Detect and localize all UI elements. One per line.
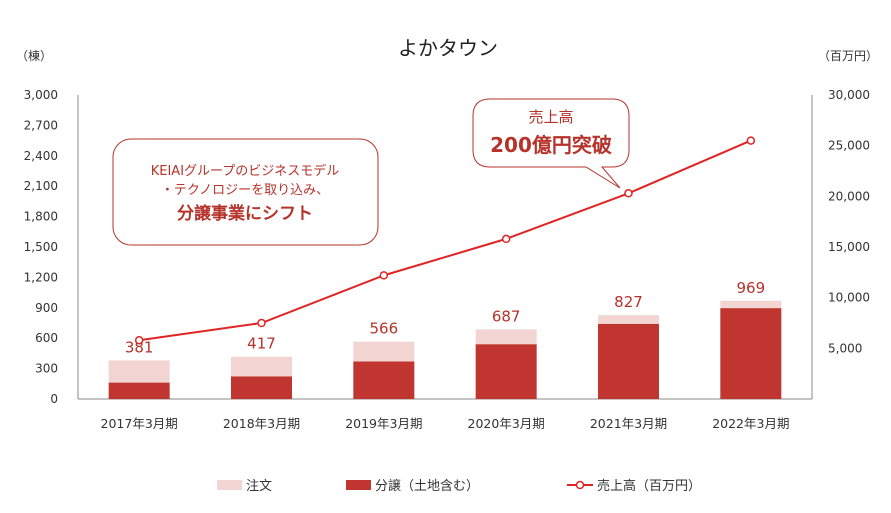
bar-order [598, 315, 659, 324]
bar-bunjo [108, 382, 170, 399]
bar-order [108, 360, 170, 383]
legend-label-order: 注文 [246, 479, 272, 494]
sales-point [746, 136, 756, 145]
category-label: 2019年3月期 [345, 416, 422, 431]
left-tick-label: 2,100 [24, 179, 58, 193]
category-label: 2018年3月期 [223, 416, 300, 431]
left-tick-label: 2,400 [24, 149, 58, 163]
left-tick-label: 900 [35, 301, 58, 315]
annotation-text-line: ・テクノロジーを取り込み、 [161, 183, 329, 198]
left-tick-label: 1,500 [24, 240, 58, 254]
category-label: 2017年3月期 [101, 416, 178, 431]
bar-total-label: 381 [125, 338, 154, 356]
left-tick-label: 1,200 [24, 270, 58, 284]
left-tick-label: 600 [35, 331, 58, 345]
annotation-text-line: 売上高 [528, 108, 573, 126]
legend-swatch-order [217, 480, 242, 490]
sales-point [379, 271, 389, 280]
bar-bunjo [475, 344, 537, 399]
bar-total-label: 827 [614, 293, 643, 311]
left-tick-label: 3,000 [24, 88, 58, 102]
bar-bunjo [353, 361, 415, 399]
bar-total-label: 566 [370, 320, 399, 338]
bar-total-label: 417 [247, 335, 276, 353]
annotation-emphasis: 分譲事業にシフト [177, 203, 313, 224]
bar-order [231, 356, 292, 377]
annotation-text-line: KEIAIグループのビジネスモデル [151, 163, 340, 179]
annotation-box-business-shift [112, 138, 379, 246]
category-label: 2021年3月期 [590, 416, 667, 431]
left-tick-label: 1,800 [24, 210, 58, 224]
bar-order [353, 341, 415, 362]
sales-point [257, 318, 266, 328]
bar-bunjo [598, 323, 659, 399]
bar-bunjo [720, 308, 782, 399]
sales-line [139, 139, 752, 342]
left-tick-label: 2,700 [24, 118, 58, 132]
right-tick-label: 5,000 [828, 341, 862, 355]
sales-point [501, 234, 511, 244]
right-axis-unit: （百万円） [818, 49, 878, 63]
bar-total-label: 687 [492, 307, 521, 325]
legend-swatch-sales-point [575, 480, 585, 490]
legend-label-sales: 売上高（百万円） [597, 478, 701, 494]
category-label: 2022年3月期 [712, 416, 789, 431]
bar-order [475, 329, 537, 345]
chart-title: よかタウン [398, 36, 498, 60]
sales-point [624, 189, 633, 198]
left-tick-label: 300 [35, 362, 58, 376]
annotation-emphasis: 200億円突破 [490, 133, 612, 157]
right-tick-label: 20,000 [828, 189, 870, 203]
legend-swatch-bunjo [346, 480, 371, 490]
right-tick-label: 10,000 [828, 291, 870, 305]
annotation-bubble-sales [472, 98, 630, 189]
category-label: 2020年3月期 [468, 416, 545, 431]
bar-total-label: 969 [737, 279, 766, 297]
legend-label-bunjo: 分譲（土地含む） [375, 478, 479, 494]
left-axis-unit: （棟） [16, 48, 52, 63]
right-tick-label: 15,000 [828, 240, 870, 254]
bar-order [720, 300, 782, 309]
left-tick-label: 0 [50, 392, 58, 406]
bar-bunjo [231, 376, 292, 399]
sales-point [134, 335, 144, 345]
right-tick-label: 25,000 [828, 139, 870, 153]
right-tick-label: 30,000 [828, 88, 870, 102]
